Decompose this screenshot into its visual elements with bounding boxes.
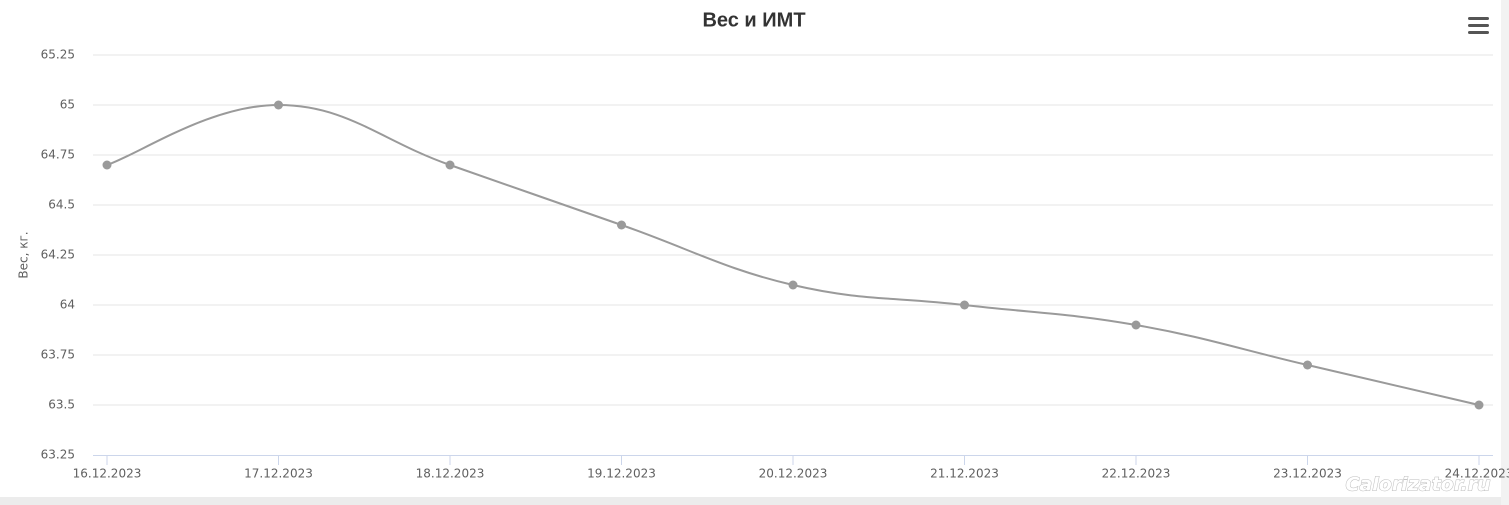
y-axis-title: Вес, кг. (17, 231, 31, 278)
y-tick-label: 65.25 (41, 48, 75, 62)
y-tick-label: 64.75 (41, 148, 75, 162)
point (617, 220, 626, 230)
y-tick-label: 64 (60, 298, 75, 312)
point (102, 160, 112, 170)
point (1474, 400, 1484, 410)
y-tick-label: 64.5 (48, 198, 75, 212)
point (274, 100, 283, 110)
y-tick-label: 63.75 (41, 348, 75, 362)
x-tick-label: 22.12.2023 (1102, 467, 1171, 481)
x-tick-label: 24.12.2023 (1445, 467, 1509, 481)
menu-bar (1468, 31, 1489, 34)
x-tick-label: 23.12.2023 (1273, 467, 1342, 481)
point (960, 300, 969, 310)
point (1131, 320, 1141, 330)
x-tick-label: 19.12.2023 (587, 467, 656, 481)
y-tick-label: 64.25 (41, 248, 75, 262)
x-tick-label: 21.12.2023 (930, 467, 999, 481)
point (445, 160, 455, 170)
menu-button[interactable] (1468, 17, 1489, 34)
menu-bar (1468, 17, 1489, 20)
y-tick-label: 65 (60, 98, 75, 112)
x-tick-label: 20.12.2023 (759, 467, 828, 481)
chart-title: Вес и ИМТ (702, 9, 805, 31)
y-tick-label: 63.25 (41, 448, 75, 462)
right-strip (1501, 0, 1509, 505)
point (1303, 360, 1312, 370)
bottom-strip (0, 497, 1509, 505)
point (788, 280, 798, 290)
x-tick-label: 18.12.2023 (416, 467, 485, 481)
x-tick-label: 16.12.2023 (73, 467, 142, 481)
menu-bar (1468, 24, 1489, 27)
y-tick-label: 63.5 (48, 398, 75, 412)
x-tick-label: 17.12.2023 (244, 467, 313, 481)
watermark: Calorizator.ru (1345, 474, 1490, 496)
